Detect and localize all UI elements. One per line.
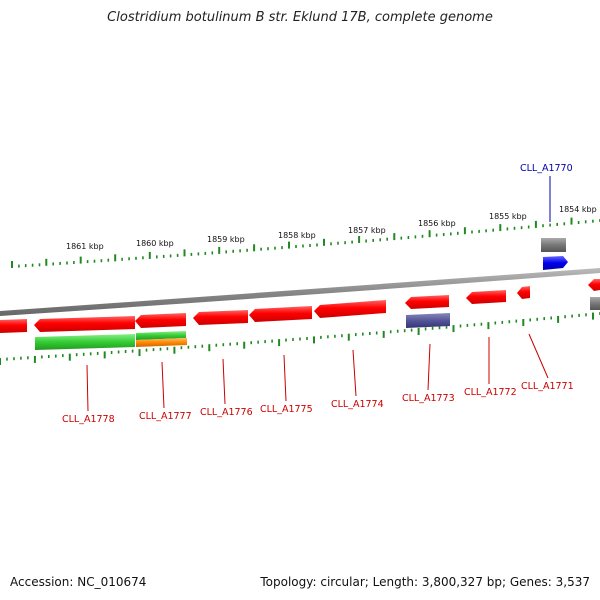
- tick-label: 1858 kbp: [278, 231, 316, 240]
- gene-red[interactable]: [588, 279, 600, 291]
- leader-line: [86, 364, 89, 412]
- leader-line: [222, 358, 226, 405]
- gene-orange[interactable]: [136, 338, 187, 347]
- label-leaders: [86, 176, 551, 412]
- leader-line: [283, 354, 287, 402]
- scale-labels: 1861 kbp 1860 kbp 1859 kbp 1858 kbp 1857…: [66, 205, 597, 251]
- gene-red[interactable]: [314, 300, 386, 318]
- gene-label-cll-a1774[interactable]: CLL_A1774: [331, 399, 384, 410]
- tick-label: 1856 kbp: [418, 219, 456, 228]
- tick-label: 1854 kbp: [559, 205, 597, 214]
- leader-line: [352, 349, 357, 397]
- gene-red[interactable]: [517, 286, 530, 299]
- gene-grey-lower[interactable]: [590, 297, 600, 310]
- gene-red[interactable]: [135, 313, 186, 328]
- tick-label: 1857 kbp: [348, 226, 386, 235]
- gene-label-cll-a1771[interactable]: CLL_A1771: [521, 381, 574, 392]
- gene-label-cll-a1775[interactable]: CLL_A1775: [260, 404, 313, 415]
- gene-red[interactable]: [249, 306, 312, 322]
- gene-label-cll-a1773[interactable]: CLL_A1773: [402, 393, 455, 404]
- gene-blue[interactable]: [543, 256, 568, 270]
- genome-stats-text: Topology: circular; Length: 3,800,327 bp…: [260, 575, 590, 589]
- tick-label: 1861 kbp: [66, 242, 104, 251]
- gene-red[interactable]: [34, 316, 135, 332]
- tick-label: 1860 kbp: [136, 239, 174, 248]
- gene-red[interactable]: [405, 295, 449, 309]
- leader-line: [528, 333, 549, 379]
- gene-label-cll-a1776[interactable]: CLL_A1776: [200, 407, 253, 418]
- leader-line: [161, 361, 165, 409]
- gene-green[interactable]: [136, 331, 186, 340]
- tick-label: 1855 kbp: [489, 212, 527, 221]
- gene-label-cll-a1770[interactable]: CLL_A1770: [520, 163, 573, 174]
- gene-green[interactable]: [35, 334, 135, 350]
- map-title: Clostridium botulinum B str. Eklund 17B,…: [107, 10, 493, 25]
- gene-purple[interactable]: [406, 313, 450, 328]
- gene-label-cll-a1777[interactable]: CLL_A1777: [139, 411, 192, 422]
- gene-red[interactable]: [193, 310, 248, 325]
- gene-red[interactable]: [466, 290, 506, 304]
- tick-label: 1859 kbp: [207, 235, 245, 244]
- gene-labels: CLL_A1770 CLL_A1771 CLL_A1772 CLL_A1773 …: [62, 163, 574, 425]
- gene-grey-upper[interactable]: [541, 238, 566, 252]
- genome-backbone: [0, 268, 600, 316]
- leader-line: [427, 343, 431, 391]
- scale-ticks-lower: [0, 312, 600, 365]
- scale-ticks-upper: [11, 217, 600, 268]
- gene-label-cll-a1772[interactable]: CLL_A1772: [464, 387, 517, 398]
- reverse-strand-genes: [0, 279, 600, 350]
- gene-red[interactable]: [0, 319, 27, 333]
- gene-label-cll-a1778[interactable]: CLL_A1778: [62, 414, 115, 425]
- accession-text: Accession: NC_010674: [10, 575, 147, 589]
- forward-strand-genes: [541, 238, 568, 270]
